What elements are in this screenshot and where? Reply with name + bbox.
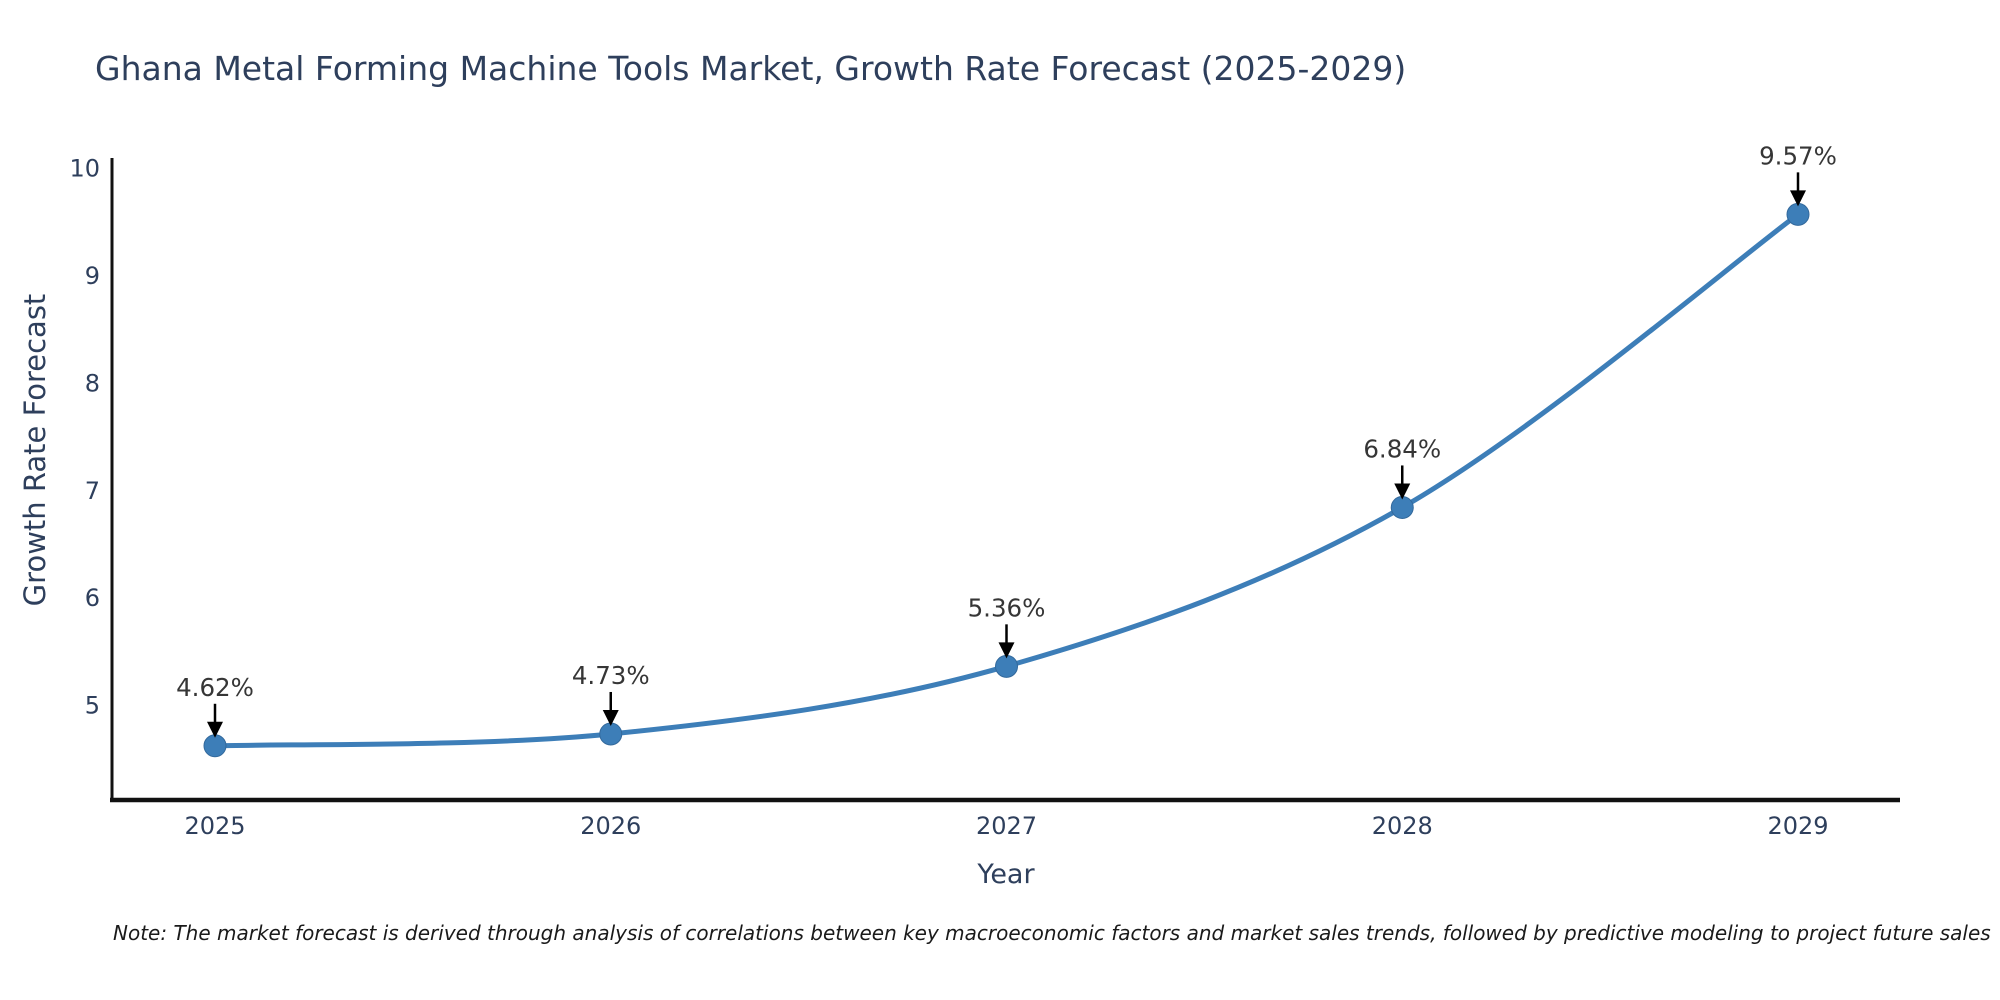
data-point-2026 <box>599 722 623 746</box>
footnote: Note: The market forecast is derived thr… <box>113 921 1991 945</box>
annotation-arrow-head <box>998 642 1015 659</box>
y-axis-label: Growth Rate Forecast <box>18 294 52 607</box>
annotation-arrow-head <box>207 721 223 738</box>
x-tick-label: 2027 <box>976 812 1037 840</box>
y-axis-ticks: 5 6 7 8 9 10 <box>69 155 100 720</box>
annotation-label: 4.62% <box>176 673 254 702</box>
annotation-label: 5.36% <box>968 593 1046 622</box>
x-tick-label: 2028 <box>1372 812 1433 840</box>
annotation-2025: 4.62% <box>176 673 254 738</box>
annotation-label: 9.57% <box>1759 141 1837 170</box>
x-tick-label: 2025 <box>184 812 245 840</box>
annotation-label: 6.84% <box>1363 434 1441 463</box>
y-tick-label: 7 <box>85 477 100 505</box>
annotation-2027: 5.36% <box>968 593 1046 659</box>
data-point-2028 <box>1390 495 1414 519</box>
data-points <box>203 202 1810 758</box>
annotation-2026: 4.73% <box>572 661 650 726</box>
y-tick-label: 6 <box>85 584 100 612</box>
y-tick-label: 8 <box>85 369 100 397</box>
annotation-label: 4.73% <box>572 661 650 690</box>
annotation-2029: 9.57% <box>1759 141 1837 207</box>
y-tick-label: 10 <box>69 155 100 183</box>
data-point-2025 <box>203 734 227 758</box>
annotation-arrow-head <box>1790 190 1806 207</box>
point-annotations: 4.62% 4.73% 5.36% 6.84% 9.57% <box>176 141 1837 738</box>
y-tick-label: 9 <box>85 262 100 290</box>
annotation-arrow-head <box>1394 483 1411 500</box>
chart-title: Ghana Metal Forming Machine Tools Market… <box>95 49 1406 88</box>
x-axis-ticks: 2025 2026 2027 2028 2029 <box>184 812 1828 840</box>
data-point-2027 <box>995 654 1018 678</box>
annotation-arrow-head <box>602 709 619 726</box>
x-tick-label: 2026 <box>580 812 641 840</box>
x-tick-label: 2029 <box>1767 812 1828 840</box>
annotation-2028: 6.84% <box>1363 434 1441 500</box>
data-point-2029 <box>1786 202 1810 226</box>
y-tick-label: 5 <box>85 691 100 719</box>
x-axis-label: Year <box>976 859 1035 890</box>
